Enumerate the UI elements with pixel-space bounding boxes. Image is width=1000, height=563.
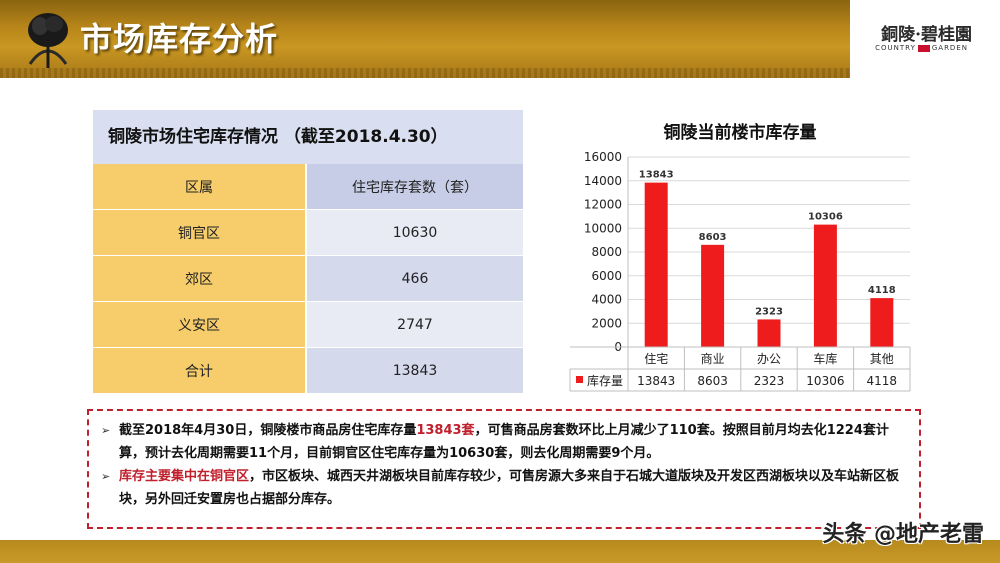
header-band	[0, 0, 1000, 78]
bar	[870, 298, 894, 347]
table-value: 13843	[637, 374, 675, 388]
notes-box: ➢ 截至2018年4月30日，铜陵楼市商品房住宅库存量13843套，可售商品房套…	[87, 409, 921, 529]
series-name: 库存量	[587, 373, 623, 388]
table-row: 铜官区 10630	[93, 210, 523, 256]
category-label: 车库	[813, 351, 837, 366]
highlight-text: 13843套	[416, 423, 475, 438]
y-tick-label: 12000	[584, 198, 622, 212]
category-label: 其他	[870, 352, 894, 366]
table-cell-count: 13843	[307, 348, 523, 394]
table-cell-district: 合计	[93, 348, 307, 394]
page-title: 市场库存分析	[80, 20, 279, 58]
table-row: 义安区 2747	[93, 302, 523, 348]
category-label: 住宅	[644, 351, 668, 366]
brand-logo-text: 銅陵·碧桂園	[881, 25, 972, 45]
table-header-row: 区属 住宅库存套数（套）	[93, 164, 523, 210]
table-cell-district: 郊区	[93, 256, 307, 302]
arrow-bullet-icon: ➢	[101, 424, 111, 437]
data-label: 4118	[868, 285, 896, 296]
watermark: 头条 @地产老雷	[822, 522, 984, 547]
arrow-bullet-icon: ➢	[101, 470, 111, 483]
table-value: 4118	[867, 374, 898, 388]
lotus-logo-icon	[28, 13, 68, 68]
table-header-cell: 住宅库存套数（套）	[307, 164, 523, 210]
y-tick-label: 14000	[584, 174, 622, 188]
bar	[701, 244, 725, 347]
data-label: 2323	[755, 306, 783, 317]
table-value: 10306	[806, 374, 844, 388]
footer-band	[0, 540, 1000, 563]
bar	[644, 182, 668, 347]
chart-title: 铜陵当前楼市库存量	[663, 123, 817, 143]
header-brand-area	[850, 0, 1000, 78]
brand-logo-subtext: COUNTRY GARDEN	[875, 44, 968, 52]
data-label: 10306	[808, 212, 843, 223]
brand-mark-icon	[917, 44, 930, 52]
table-row: 郊区 466	[93, 256, 523, 302]
table-cell-count: 2747	[307, 302, 523, 348]
data-label: 13843	[639, 170, 674, 181]
table-cell-count: 466	[307, 256, 523, 302]
category-label: 商业	[701, 351, 725, 366]
table-header-cell: 区属	[93, 164, 307, 210]
category-label: 办公	[757, 351, 781, 366]
inventory-bar-chart: 0200040006000800010000120001400016000138…	[569, 150, 911, 392]
note-item: ➢ 库存主要集中在铜官区，市区板块、城西天井湖板块目前库存较少，可售房源大多来自…	[97, 465, 909, 511]
y-tick-label: 16000	[584, 150, 622, 164]
y-tick-label: 2000	[591, 316, 622, 330]
table-row: 合计 13843	[93, 348, 523, 394]
table-value: 8603	[697, 374, 728, 388]
y-tick-label: 4000	[591, 293, 622, 307]
table-cell-district: 铜官区	[93, 210, 307, 256]
y-tick-label: 8000	[591, 245, 622, 259]
legend-swatch	[576, 376, 583, 383]
bar	[757, 319, 781, 347]
table-cell-count: 10630	[307, 210, 523, 256]
highlight-text: 库存主要集中在铜官区	[119, 469, 250, 484]
y-tick-label: 10000	[584, 221, 622, 235]
table-value: 2323	[754, 374, 785, 388]
y-tick-label: 6000	[591, 269, 622, 283]
data-label: 8603	[699, 232, 727, 243]
bar	[813, 224, 837, 347]
table-cell-district: 义安区	[93, 302, 307, 348]
table-title: 铜陵市场住宅库存情况 （截至2018.4.30）	[93, 110, 523, 164]
inventory-table: 铜陵市场住宅库存情况 （截至2018.4.30） 区属 住宅库存套数（套） 铜官…	[93, 110, 523, 394]
note-item: ➢ 截至2018年4月30日，铜陵楼市商品房住宅库存量13843套，可售商品房套…	[97, 419, 909, 465]
